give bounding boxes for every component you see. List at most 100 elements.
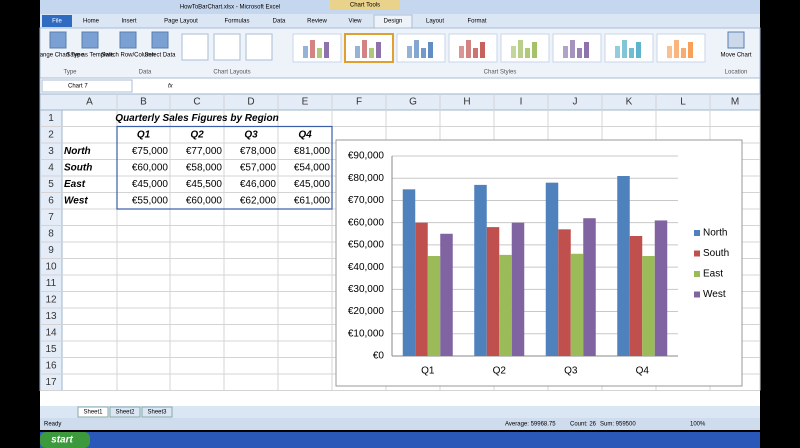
button-icon[interactable] [727, 31, 745, 49]
style-thumb-bar [674, 40, 679, 58]
status-mode: Ready [44, 422, 61, 428]
fx-button[interactable]: fx [168, 84, 174, 90]
ribbon-button[interactable]: Save as Template [66, 53, 114, 59]
style-thumb-bar [473, 48, 478, 58]
sheet-tab[interactable]: Sheet2 [115, 410, 135, 416]
row-header[interactable]: 12 [45, 294, 57, 305]
style-thumb-bar [317, 48, 322, 58]
column-header[interactable]: G [409, 97, 417, 108]
ribbon-group-label: Chart Layouts [213, 70, 250, 76]
bar [570, 253, 584, 356]
table-cell: €62,000 [240, 195, 277, 206]
ribbon-tab[interactable]: Design [384, 19, 403, 25]
row-header[interactable]: 11 [46, 278, 57, 289]
button-icon[interactable] [151, 31, 169, 49]
button-icon[interactable] [119, 31, 137, 49]
column-header[interactable]: B [140, 97, 147, 108]
style-thumb-bar [667, 46, 672, 58]
x-tick-label: Q2 [493, 366, 507, 377]
row-header[interactable]: 16 [45, 360, 57, 371]
row-header[interactable]: 4 [48, 162, 54, 173]
style-thumb-bar [459, 46, 464, 58]
table-cell: €45,000 [294, 179, 331, 190]
ribbon-tab[interactable]: Format [467, 19, 486, 25]
column-header[interactable]: A [86, 97, 93, 108]
ribbon-tab[interactable]: Page Layout [164, 19, 198, 25]
ribbon-button[interactable]: Switch Row/Column [101, 53, 155, 59]
button-icon[interactable] [49, 31, 67, 49]
table-cell: €81,000 [294, 146, 331, 157]
ribbon-button[interactable]: Change Chart Type [32, 53, 85, 59]
row-header[interactable]: 5 [48, 179, 54, 190]
style-thumb-bar [518, 40, 523, 58]
style-thumb-bar [324, 42, 329, 58]
legend-swatch [694, 271, 700, 277]
column-header[interactable]: D [247, 97, 254, 108]
ribbon-tab[interactable]: Data [273, 19, 286, 25]
ribbon-tab[interactable]: View [349, 19, 363, 25]
row-header[interactable]: 2 [48, 129, 54, 140]
sheet-tab-bg[interactable] [109, 406, 141, 418]
row-header[interactable]: 13 [45, 311, 57, 322]
table-cell: €78,000 [240, 146, 277, 157]
bar [402, 189, 416, 356]
sheet-tab[interactable]: Sheet1 [83, 410, 103, 416]
row-header[interactable]: 1 [48, 113, 54, 124]
sheet-tab-bg[interactable] [141, 406, 173, 418]
chart-area [335, 139, 743, 387]
column-header[interactable]: C [193, 97, 200, 108]
layout-thumb[interactable] [245, 33, 273, 61]
table-cell: €75,000 [132, 146, 169, 157]
row-label: East [64, 179, 86, 190]
y-tick-label: €20,000 [348, 306, 385, 317]
legend-swatch [694, 250, 700, 257]
column-header[interactable]: J [573, 97, 578, 108]
column-header[interactable]: K [626, 97, 633, 108]
ribbon-tab[interactable]: Formulas [224, 19, 249, 25]
ribbon-tab[interactable]: Home [83, 19, 100, 25]
name-box-frame [41, 79, 133, 93]
row-header[interactable]: 8 [48, 228, 54, 239]
style-thumb-bar [563, 46, 568, 58]
ribbon-group-label: Data [139, 70, 152, 76]
style-thumb-bar [532, 42, 537, 58]
row-header[interactable]: 10 [45, 261, 57, 272]
ribbon-tab[interactable]: Insert [121, 19, 136, 25]
layout-thumb[interactable] [181, 33, 209, 61]
ribbon-tab[interactable]: Review [307, 19, 327, 25]
row-header[interactable]: 14 [45, 327, 57, 338]
bar [427, 256, 441, 356]
taskbar [40, 432, 760, 448]
sheet-tab[interactable]: Sheet3 [147, 410, 167, 416]
ribbon-button[interactable]: Move Chart [720, 53, 751, 59]
table-cell: €77,000 [186, 146, 223, 157]
start-button-bg[interactable] [40, 432, 90, 448]
column-header[interactable]: M [731, 97, 739, 108]
style-thumb-bar [428, 42, 433, 58]
row-header[interactable]: 6 [48, 195, 54, 206]
button-icon[interactable] [81, 31, 99, 49]
row-header[interactable]: 15 [45, 344, 57, 355]
bar [629, 236, 643, 356]
ribbon-tab[interactable]: Layout [426, 19, 444, 25]
row-header[interactable]: 9 [48, 245, 54, 256]
column-header[interactable]: I [520, 97, 523, 108]
ribbon-button[interactable]: Select Data [144, 53, 176, 59]
bar [499, 254, 512, 356]
style-thumb-bar [688, 42, 693, 58]
y-tick-label: €80,000 [348, 173, 385, 184]
name-box[interactable]: Chart 7 [68, 84, 88, 90]
column-header[interactable]: F [356, 97, 362, 108]
row-header[interactable]: 7 [48, 212, 54, 223]
start-button[interactable]: start [51, 435, 73, 446]
sheet-tab-bg[interactable] [77, 406, 109, 418]
row-header[interactable]: 17 [45, 377, 57, 388]
column-header[interactable]: E [302, 97, 309, 108]
style-thumb-bar [376, 42, 381, 58]
column-header[interactable]: H [463, 97, 470, 108]
row-header[interactable]: 3 [48, 146, 54, 157]
column-header[interactable]: L [680, 97, 686, 108]
layout-thumb[interactable] [213, 33, 241, 61]
ribbon-tab[interactable]: File [52, 19, 62, 25]
